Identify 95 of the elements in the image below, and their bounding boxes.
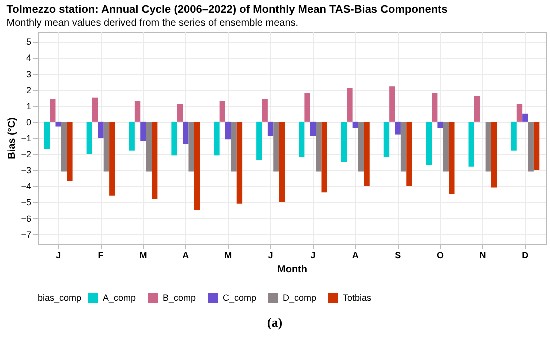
bar	[225, 122, 232, 140]
legend-title: bias_comp	[38, 293, 82, 303]
legend-label: C_comp	[223, 293, 257, 303]
bar	[86, 122, 92, 154]
x-tick-label: A	[182, 250, 190, 260]
bar	[468, 122, 474, 167]
bar	[183, 122, 189, 144]
bar	[400, 122, 407, 172]
bar	[486, 122, 492, 172]
y-axis-title: Bias (°C)	[7, 118, 18, 160]
bar	[44, 122, 50, 150]
bar	[134, 101, 141, 122]
bar	[274, 122, 280, 172]
chart-title: Tolmezzo station: Annual Cycle (2006–2022) of Monthly Mean TAS-Bias Components	[6, 4, 448, 16]
bar	[364, 122, 370, 186]
bar	[140, 122, 146, 142]
y-tick-label: −5	[21, 198, 32, 208]
x-axis-title: Month	[278, 264, 308, 276]
bar	[152, 122, 158, 200]
bar	[528, 122, 534, 172]
y-tick-label: −4	[21, 182, 32, 192]
bar	[129, 122, 135, 151]
bar	[358, 122, 364, 172]
bar	[449, 122, 455, 194]
bar	[304, 93, 310, 122]
bar	[220, 101, 226, 122]
bar	[341, 122, 348, 162]
bar	[172, 122, 178, 156]
bar	[146, 122, 152, 172]
bar	[61, 122, 68, 172]
bar	[322, 122, 328, 193]
bar	[231, 122, 237, 172]
bar	[534, 122, 540, 170]
y-tick-label: −2	[21, 150, 32, 160]
bar	[438, 122, 444, 128]
bar	[177, 104, 184, 122]
bar	[188, 122, 194, 172]
bar	[256, 122, 262, 160]
y-tick-label: −6	[21, 214, 32, 224]
bar	[310, 122, 316, 136]
bar	[268, 122, 274, 136]
bar	[50, 99, 56, 122]
bar	[426, 122, 432, 166]
y-tick-label: 1	[26, 101, 32, 112]
x-tick-label: M	[224, 250, 232, 260]
x-tick-label: O	[437, 250, 444, 260]
bar	[316, 122, 322, 172]
legend-label: A_comp	[103, 293, 136, 303]
y-tick-label: 4	[26, 53, 32, 64]
bar	[352, 122, 359, 128]
bar	[390, 86, 396, 122]
text: (a)	[266, 314, 284, 332]
legend-label: Totbias	[343, 293, 372, 303]
legend-label: B_comp	[163, 293, 196, 303]
bar	[516, 104, 523, 122]
x-tick-label: F	[98, 250, 104, 260]
y-tick-label: 2	[26, 85, 32, 96]
chart-subtitle: Monthly mean values derived from the series of ensemble means.	[6, 18, 299, 29]
bar	[492, 122, 498, 188]
y-tick-label: 0	[26, 117, 32, 128]
bar	[92, 98, 98, 122]
bar	[110, 122, 116, 196]
bar	[194, 122, 200, 210]
x-tick-label: J	[268, 250, 274, 260]
bar	[236, 122, 243, 204]
x-tick-label: D	[522, 250, 530, 260]
bar	[214, 122, 220, 156]
bar	[384, 122, 390, 158]
y-tick-label: −1	[21, 134, 32, 144]
x-tick-label: N	[480, 250, 486, 260]
bar	[299, 122, 305, 158]
x-tick-label: S	[395, 250, 402, 260]
y-tick-label: 3	[26, 69, 32, 80]
bar	[511, 122, 517, 151]
x-tick-label: A	[352, 250, 360, 260]
bar	[347, 88, 353, 122]
legend-label: D_comp	[283, 293, 317, 303]
y-tick-label: −7	[21, 230, 32, 240]
bar	[262, 99, 268, 122]
bar	[432, 93, 438, 122]
y-tick-label: 5	[26, 37, 32, 48]
bar	[395, 122, 401, 135]
x-tick-label: M	[140, 250, 148, 260]
bar	[56, 122, 62, 127]
bar	[474, 96, 480, 122]
bar	[443, 122, 450, 172]
bar	[98, 122, 104, 138]
bar	[406, 122, 412, 186]
bar	[279, 122, 285, 202]
x-tick-label: J	[56, 250, 62, 260]
x-tick-label: J	[310, 250, 316, 260]
bar	[522, 114, 528, 122]
y-tick-label: −3	[21, 166, 32, 176]
bar	[104, 122, 110, 172]
bar	[67, 122, 73, 182]
